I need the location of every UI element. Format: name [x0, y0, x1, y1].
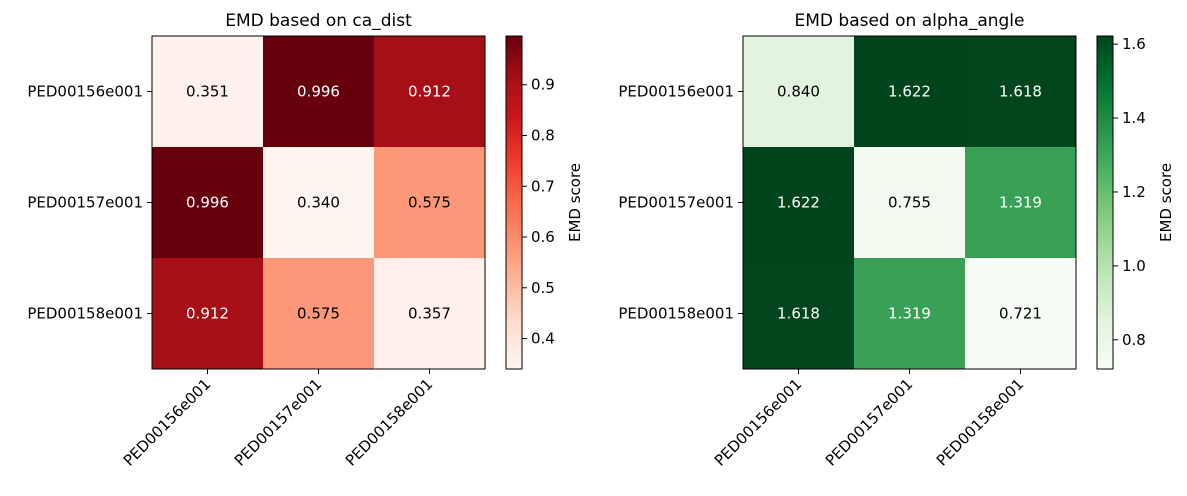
cell-value-label: 0.575 [297, 305, 340, 323]
heatmap-cell [263, 36, 374, 147]
cell-value-label: 0.357 [408, 305, 451, 323]
heatmap-cell [854, 36, 965, 147]
colorbar-tick-label: 0.4 [531, 330, 555, 348]
x-tick-label: PED00156e001 [711, 375, 806, 470]
cell-value-label: 0.840 [777, 83, 820, 101]
colorbar-tick-label: 0.7 [531, 177, 555, 195]
colorbar-tick-label: 1.0 [1122, 257, 1146, 275]
x-tick-label: PED00156e001 [120, 375, 215, 470]
heatmap-cell [374, 258, 485, 369]
chart-title: EMD based on ca_dist [225, 11, 412, 31]
x-tick-label: PED00158e001 [933, 375, 1028, 470]
x-tick-label: PED00157e001 [822, 375, 917, 470]
x-tick-label: PED00158e001 [342, 375, 437, 470]
cell-value-label: 1.319 [999, 194, 1042, 212]
colorbar [505, 35, 523, 370]
colorbar-tick-label: 0.5 [531, 279, 555, 297]
heatmap-cell [374, 36, 485, 147]
cell-value-label: 0.575 [408, 194, 451, 212]
heatmap-panel-1: EMD based on ca_dist 0.351 0.996 0.912 0.996… [27, 11, 584, 470]
heatmap-cell [374, 147, 485, 258]
y-tick-label: PED00156e001 [27, 83, 143, 101]
heatmap-panel-2: EMD based on alpha_angle 0.840 1.622 1.618 1… [618, 11, 1175, 470]
colorbar-tick-label: 1.2 [1122, 183, 1146, 201]
colorbar-label: EMD score [566, 163, 584, 242]
heatmap-cell [263, 147, 374, 258]
heatmap-cell [743, 147, 854, 258]
cell-value-label: 0.755 [888, 194, 931, 212]
cell-value-label: 0.996 [297, 83, 340, 101]
cell-value-label: 1.622 [888, 83, 931, 101]
y-tick-label: PED00156e001 [618, 83, 734, 101]
cell-value-label: 0.996 [186, 194, 229, 212]
colorbar-label: EMD score [1157, 163, 1175, 242]
colorbar-tick-label: 0.6 [531, 228, 555, 246]
cell-value-label: 0.912 [408, 83, 451, 101]
heatmap-cell [965, 36, 1076, 147]
cell-value-label: 0.351 [186, 83, 229, 101]
colorbar-tick-label: 1.6 [1122, 35, 1146, 53]
colorbar-tick-label: 0.9 [531, 76, 555, 94]
y-tick-label: PED00157e001 [27, 194, 143, 212]
cell-value-label: 1.618 [777, 305, 820, 323]
heatmap-cell [854, 258, 965, 369]
colorbar-tick-label: 0.8 [531, 126, 555, 144]
cell-value-label: 1.319 [888, 305, 931, 323]
heatmap-cell [152, 36, 263, 147]
heatmap-cell [854, 147, 965, 258]
heatmap-cell [152, 147, 263, 258]
cell-value-label: 1.618 [999, 83, 1042, 101]
y-tick-label: PED00158e001 [27, 305, 143, 323]
heatmap-cell [743, 36, 854, 147]
colorbar-tick-label: 0.8 [1122, 331, 1146, 349]
cell-value-label: 0.721 [999, 305, 1042, 323]
heatmap-cell [965, 258, 1076, 369]
cell-value-label: 0.340 [297, 194, 340, 212]
heatmap-cell [743, 258, 854, 369]
colorbar [1096, 35, 1114, 370]
chart-title: EMD based on alpha_angle [795, 11, 1025, 31]
heatmap-cell [263, 258, 374, 369]
cell-value-label: 0.912 [186, 305, 229, 323]
x-tick-label: PED00157e001 [231, 375, 326, 470]
y-tick-label: PED00157e001 [618, 194, 734, 212]
colorbar-tick-label: 1.4 [1122, 109, 1146, 127]
y-tick-label: PED00158e001 [618, 305, 734, 323]
heatmap-cell [152, 258, 263, 369]
heatmap-cell [965, 147, 1076, 258]
cell-value-label: 1.622 [777, 194, 820, 212]
